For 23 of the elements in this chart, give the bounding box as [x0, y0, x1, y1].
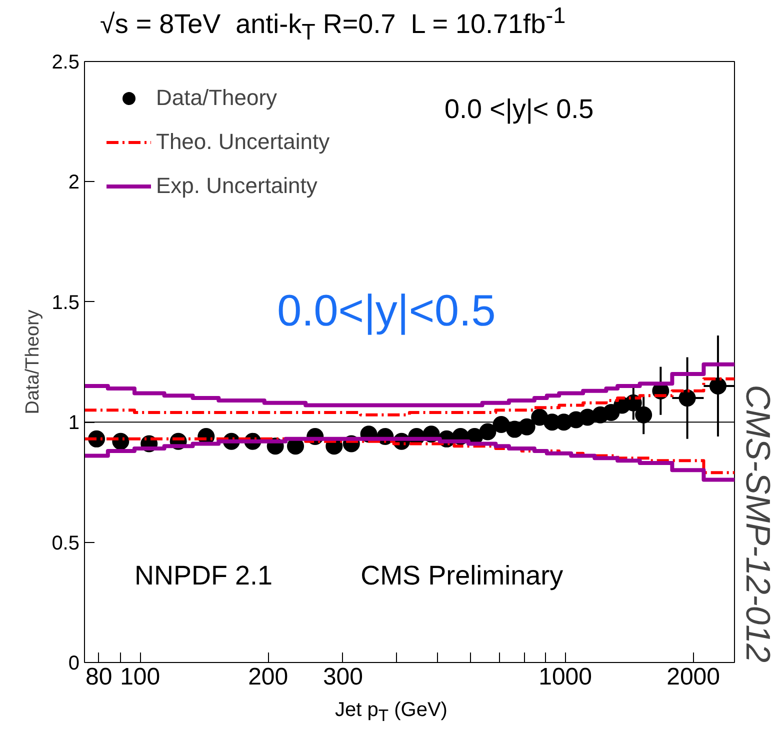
legend-label: Exp. Uncertainty	[156, 173, 318, 199]
legend-label: Theo. Uncertainty	[156, 129, 330, 155]
x-tick-label: 200	[248, 664, 288, 690]
y-tick-label: 1.5	[52, 292, 80, 314]
y-tick-label: 2	[68, 172, 80, 194]
x-tick-label: 100	[120, 664, 160, 690]
text: CMS-SMP-12-012	[738, 384, 776, 663]
x-axis-title: Jet p$_{T}$ (GeV)	[334, 698, 448, 727]
y-tick-label: 0	[68, 652, 80, 674]
annotation: NNPDF 2.1	[134, 560, 273, 590]
x-tick-label: 80	[86, 664, 112, 690]
y-tick-label: 0.5	[52, 532, 80, 554]
y-tick-label: 1	[68, 412, 80, 434]
chart-title: √s = 8TeV anti-k$_{T}$ R=0.7 L = 10.71fb$^{-1}$	[99, 2, 566, 46]
annotation: CMS Preliminary	[360, 560, 564, 590]
legend-label: Data/Theory	[156, 85, 278, 111]
x-tick-label: 300	[322, 664, 363, 690]
x-tick-label: 2000	[666, 664, 720, 690]
annotation: 0.0<|y|<0.5	[277, 286, 496, 336]
annotation: 0.0 <|y|< 0.5	[444, 94, 594, 124]
y-axis-title: Data/Theory	[22, 309, 44, 414]
x-tick-label: 1000	[538, 664, 592, 690]
y-tick-label: 2.5	[52, 52, 80, 74]
